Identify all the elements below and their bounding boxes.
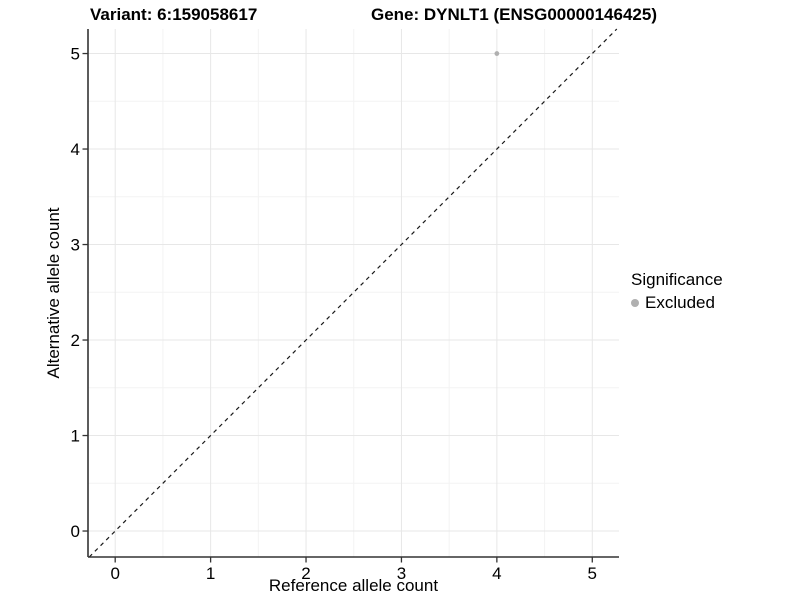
y-tick-label: 4 bbox=[71, 140, 80, 159]
x-tick-label: 0 bbox=[110, 564, 119, 583]
legend-point-icon bbox=[631, 299, 639, 307]
y-tick-label: 0 bbox=[71, 522, 80, 541]
legend: Significance Excluded bbox=[630, 270, 723, 313]
x-tick-label: 2 bbox=[301, 564, 310, 583]
data-point bbox=[494, 51, 500, 56]
x-tick-label: 4 bbox=[492, 564, 501, 583]
y-tick-label: 1 bbox=[71, 427, 80, 446]
x-tick-label: 3 bbox=[397, 564, 406, 583]
x-axis-title: Reference allele count bbox=[268, 576, 439, 595]
y-axis-title: Alternative allele count bbox=[44, 207, 63, 379]
legend-entry-label: Excluded bbox=[645, 293, 715, 312]
x-tick-label: 5 bbox=[588, 564, 597, 583]
legend-entry-excluded: Excluded bbox=[630, 293, 723, 313]
legend-title: Significance bbox=[631, 270, 723, 289]
plot-title-variant: Variant: 6:159058617 bbox=[90, 5, 258, 24]
y-tick-label: 3 bbox=[71, 236, 80, 255]
plot-title-gene: Gene: DYNLT1 (ENSG00000146425) bbox=[371, 5, 657, 24]
identity-dashed-line bbox=[88, 28, 618, 558]
y-tick-label: 5 bbox=[71, 45, 80, 64]
y-tick-label: 2 bbox=[71, 331, 80, 350]
x-tick-label: 1 bbox=[206, 564, 215, 583]
